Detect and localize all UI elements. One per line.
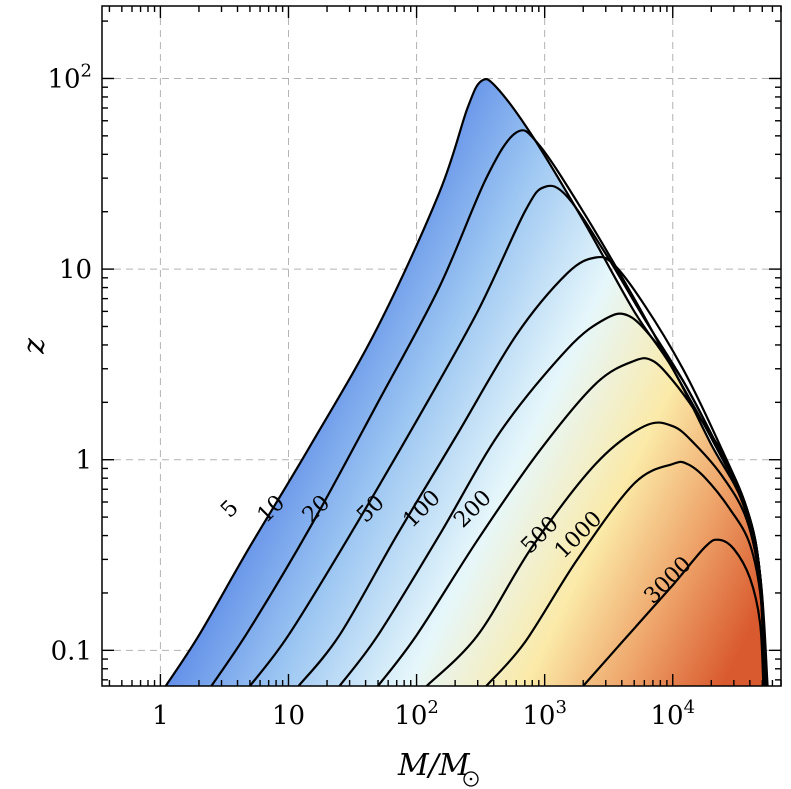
filled-area — [165, 79, 768, 686]
x-tick-label: 1 — [152, 701, 169, 731]
contour-lines — [164, 77, 769, 686]
contour-line-1000 — [485, 460, 766, 686]
contour-label-5: 5 — [216, 496, 244, 524]
y-tick-label: 10 — [59, 255, 92, 285]
x-tick-label: 102 — [394, 697, 439, 731]
x-tick-label: 10 — [272, 701, 305, 731]
plot-frame — [101, 5, 782, 687]
y-tick-label: 102 — [47, 60, 92, 94]
y-tick-label: 1 — [75, 446, 92, 476]
svg-text:M/M: M/M — [397, 748, 471, 783]
x-tick-label: 103 — [522, 697, 567, 731]
y-tick-label: 0.1 — [51, 636, 92, 666]
x-tick-label: 104 — [650, 697, 695, 731]
axis-ticks — [102, 6, 782, 686]
contour-line-3000 — [582, 538, 765, 686]
contour-line-200 — [377, 357, 766, 686]
contour-line-5 — [164, 77, 769, 686]
x-axis-title: M/M — [397, 748, 479, 787]
tick-labels: 1 10 102 103 104 0.1 1 10 102 — [47, 60, 695, 731]
contour-line-10 — [210, 129, 768, 686]
contour-line-500 — [425, 421, 766, 686]
y-axis-title: z — [17, 338, 52, 355]
filled-region — [165, 79, 768, 686]
